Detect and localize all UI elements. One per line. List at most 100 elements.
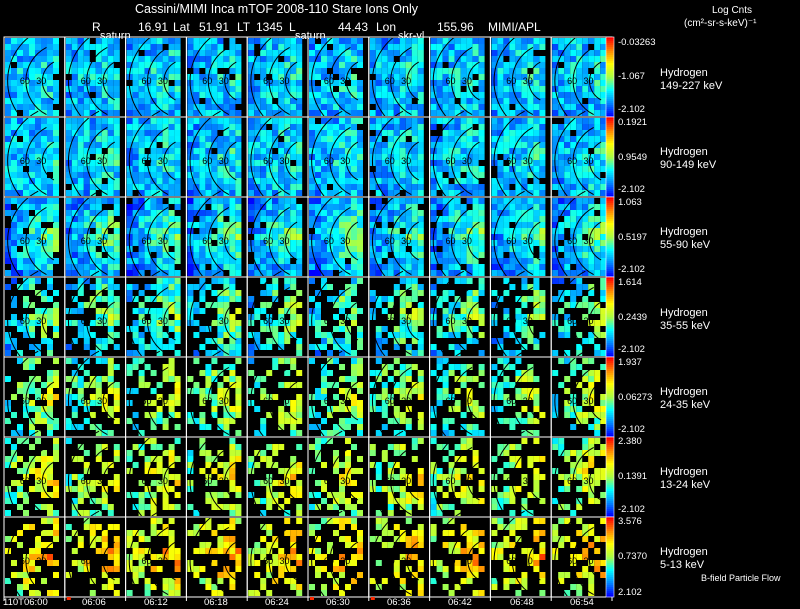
heatmap-cell bbox=[107, 118, 114, 124]
heatmap-cell bbox=[357, 190, 363, 196]
heatmap-cell bbox=[47, 204, 53, 210]
heatmap-cell bbox=[321, 320, 327, 326]
heatmap-cell bbox=[290, 418, 297, 424]
heatmap-cell bbox=[552, 228, 559, 234]
heatmap-cell bbox=[515, 62, 522, 68]
heatmap-cell bbox=[199, 110, 206, 116]
heatmap-cell bbox=[254, 314, 261, 320]
contour-label: 60 bbox=[445, 396, 455, 406]
heatmap-cell bbox=[254, 68, 261, 74]
heatmap-cell bbox=[254, 210, 261, 216]
heatmap-cell bbox=[582, 240, 589, 246]
heatmap-cell bbox=[351, 74, 357, 80]
heatmap-cell bbox=[150, 80, 157, 86]
heatmap-cell bbox=[448, 418, 455, 424]
heatmap-cell bbox=[327, 56, 333, 62]
heatmap-cell bbox=[411, 240, 418, 246]
heatmap-cell bbox=[509, 258, 516, 264]
heatmap-cell bbox=[113, 142, 120, 148]
heatmap-cell bbox=[71, 382, 78, 388]
contour-label: 60 bbox=[20, 396, 30, 406]
heatmap-cell bbox=[533, 308, 540, 314]
heatmap-cell bbox=[47, 320, 53, 326]
heatmap-cell bbox=[430, 110, 437, 116]
heatmap-cell bbox=[594, 270, 601, 276]
heatmap-cell bbox=[503, 154, 510, 160]
heatmap-cell bbox=[357, 222, 363, 228]
heatmap-cell bbox=[254, 198, 261, 204]
heatmap-cell bbox=[430, 216, 437, 222]
heatmap-cell bbox=[5, 228, 11, 234]
heatmap-cell bbox=[351, 314, 357, 320]
heatmap-cell bbox=[309, 190, 315, 196]
heatmap-cell bbox=[497, 118, 504, 124]
contour-label: 60 bbox=[567, 316, 577, 326]
heatmap-cell bbox=[315, 148, 321, 154]
colorbar-segment bbox=[606, 187, 614, 190]
heatmap-cell bbox=[83, 252, 90, 258]
heatmap-cell bbox=[290, 314, 297, 320]
heatmap-cell bbox=[272, 130, 279, 136]
heatmap-cell bbox=[199, 104, 206, 110]
heatmap-cell bbox=[168, 68, 175, 74]
heatmap-cell bbox=[71, 44, 78, 50]
heatmap-cell bbox=[150, 86, 157, 92]
heatmap-cell bbox=[138, 142, 145, 148]
heatmap-cell bbox=[217, 228, 224, 234]
heatmap-cell bbox=[223, 204, 230, 210]
heatmap-cell bbox=[29, 246, 35, 252]
heatmap-cell bbox=[436, 228, 443, 234]
heatmap-cell bbox=[290, 68, 297, 74]
heatmap-cell bbox=[315, 56, 321, 62]
heatmap-cell bbox=[315, 44, 321, 50]
heatmap-cell bbox=[552, 350, 559, 356]
colorbar-segment bbox=[606, 251, 614, 254]
heatmap-cell bbox=[113, 86, 120, 92]
heatmap-cell bbox=[417, 86, 424, 92]
heatmap-cell bbox=[375, 370, 382, 376]
heatmap-cell bbox=[156, 252, 163, 258]
colorbar-segment bbox=[606, 283, 614, 286]
heatmap-cell bbox=[290, 406, 297, 412]
heatmap-cell bbox=[533, 284, 540, 290]
heatmap-cell bbox=[17, 240, 23, 246]
heatmap-cell bbox=[35, 258, 41, 264]
heatmap-cell bbox=[442, 332, 449, 338]
heatmap-cell bbox=[217, 222, 224, 228]
heatmap-cell bbox=[588, 62, 595, 68]
heatmap-cell bbox=[369, 252, 376, 258]
heatmap-cell bbox=[41, 332, 47, 338]
heatmap-cell bbox=[83, 264, 90, 270]
heatmap-cell bbox=[168, 184, 175, 190]
heatmap-cell bbox=[138, 190, 145, 196]
heatmap-cell bbox=[582, 284, 589, 290]
heatmap-cell bbox=[5, 258, 11, 264]
heatmap-cell bbox=[132, 204, 139, 210]
heatmap-cell bbox=[393, 190, 400, 196]
heatmap-cell bbox=[315, 388, 321, 394]
heatmap-cell bbox=[539, 216, 546, 222]
heatmap-cell bbox=[594, 118, 601, 124]
heatmap-cell bbox=[89, 332, 96, 338]
heatmap-cell bbox=[229, 290, 236, 296]
heatmap-cell bbox=[193, 172, 200, 178]
heatmap-cell bbox=[101, 278, 108, 284]
heatmap-cell bbox=[71, 370, 78, 376]
heatmap-cell bbox=[448, 370, 455, 376]
heatmap-cell bbox=[71, 204, 78, 210]
heatmap-cell bbox=[174, 154, 181, 160]
heatmap-cell bbox=[101, 160, 108, 166]
heatmap-cell bbox=[339, 424, 345, 430]
heatmap-cell bbox=[345, 216, 351, 222]
heatmap-cell bbox=[454, 296, 461, 302]
heatmap-cell bbox=[278, 246, 285, 252]
heatmap-cell bbox=[248, 388, 255, 394]
heatmap-cell bbox=[5, 92, 11, 98]
heatmap-cell bbox=[558, 148, 565, 154]
heatmap-cell bbox=[53, 56, 59, 62]
heatmap-cell bbox=[417, 62, 424, 68]
heatmap-cell bbox=[582, 136, 589, 142]
heatmap-cell bbox=[272, 326, 279, 332]
lat-label: Lat bbox=[173, 20, 190, 34]
heatmap-cell bbox=[296, 118, 303, 124]
